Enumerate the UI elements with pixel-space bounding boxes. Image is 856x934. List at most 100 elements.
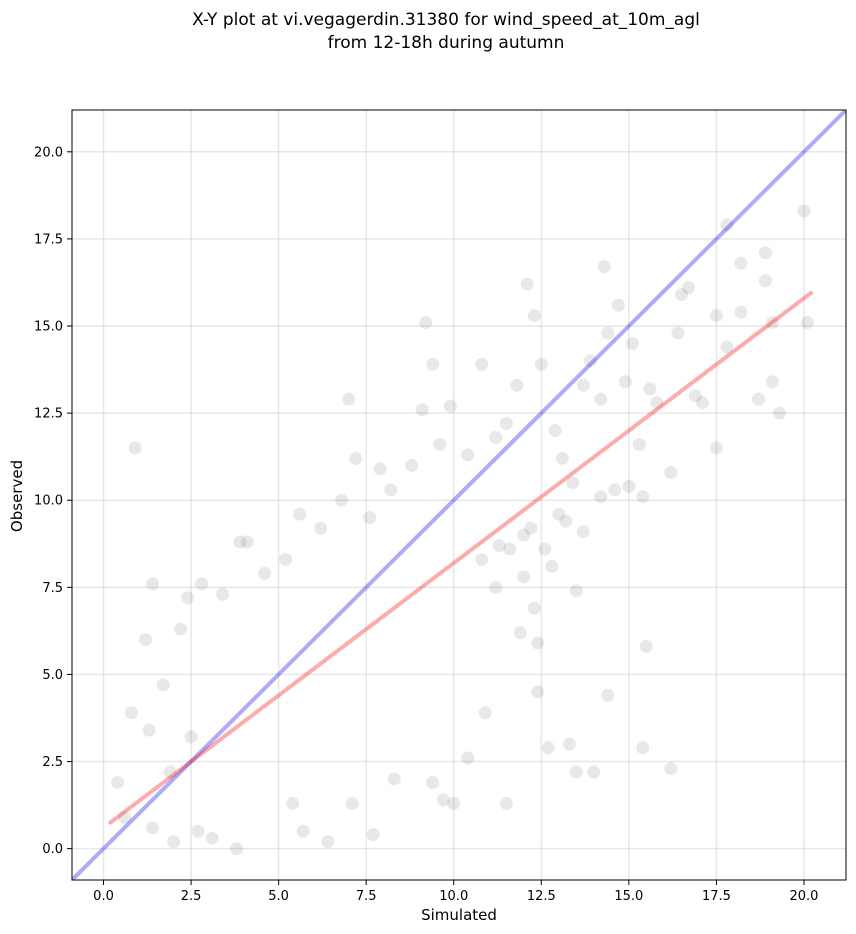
- data-point: [125, 706, 139, 720]
- data-point: [601, 688, 615, 702]
- grid-lines: [72, 110, 846, 880]
- data-point: [524, 521, 538, 535]
- data-point: [163, 765, 177, 779]
- data-point: [426, 357, 440, 371]
- data-point: [314, 521, 328, 535]
- data-point: [363, 511, 377, 525]
- data-point: [597, 260, 611, 274]
- chart-title-line-1: X-Y plot at vi.vegagerdin.31380 for wind…: [192, 10, 700, 30]
- data-point: [758, 246, 772, 260]
- data-point: [601, 326, 615, 340]
- data-point: [671, 326, 685, 340]
- reference-lines: [72, 110, 846, 880]
- data-point: [128, 441, 142, 455]
- regression-line: [108, 290, 813, 825]
- data-point: [650, 396, 664, 410]
- data-point: [195, 577, 209, 591]
- data-point: [499, 796, 513, 810]
- data-point: [765, 375, 779, 389]
- data-point: [674, 288, 688, 302]
- data-point: [489, 580, 503, 594]
- data-point: [569, 584, 583, 598]
- data-point: [216, 587, 230, 601]
- data-point: [205, 831, 219, 845]
- data-point: [625, 336, 639, 350]
- chart-title-line-2: from 12-18h during autumn: [328, 33, 565, 53]
- data-point: [419, 316, 433, 330]
- data-point: [296, 824, 310, 838]
- data-point: [426, 775, 440, 789]
- data-point: [531, 685, 545, 699]
- data-point: [643, 382, 657, 396]
- y-tick-label: 5.0: [42, 668, 63, 683]
- data-point: [709, 309, 723, 323]
- data-point: [335, 493, 349, 507]
- data-point: [191, 824, 205, 838]
- x-tick-label: 17.5: [702, 889, 731, 904]
- data-point: [373, 462, 387, 476]
- data-point: [632, 437, 646, 451]
- x-tick-label: 5.0: [268, 889, 289, 904]
- data-point: [527, 309, 541, 323]
- data-point: [349, 451, 363, 465]
- data-point: [415, 403, 429, 417]
- data-point: [513, 626, 527, 640]
- data-point: [286, 796, 300, 810]
- y-tick-label: 20.0: [34, 145, 63, 160]
- data-point: [184, 730, 198, 744]
- data-point: [552, 507, 566, 521]
- x-tick-label: 10.0: [439, 889, 468, 904]
- data-point: [461, 751, 475, 765]
- data-point: [576, 378, 590, 392]
- data-point: [765, 316, 779, 330]
- x-axis-ticks: 0.0 2.5 5.0 7.5 10.0 12.5 15.0 17.5 20.0: [93, 880, 818, 904]
- data-point: [797, 204, 811, 218]
- data-point: [345, 796, 359, 810]
- y-tick-label: 2.5: [42, 755, 63, 770]
- data-point: [111, 775, 125, 789]
- data-point: [366, 828, 380, 842]
- data-point: [587, 765, 601, 779]
- data-point: [240, 535, 254, 549]
- data-point: [734, 256, 748, 270]
- data-point: [720, 218, 734, 232]
- data-point: [475, 552, 489, 566]
- data-point: [538, 542, 552, 556]
- data-point: [611, 298, 625, 312]
- data-point: [230, 842, 244, 856]
- y-axis-label: Observed: [8, 460, 26, 532]
- data-point: [594, 490, 608, 504]
- data-point: [636, 741, 650, 755]
- data-point: [146, 821, 160, 835]
- data-point: [709, 441, 723, 455]
- data-point: [664, 465, 678, 479]
- data-point: [443, 399, 457, 413]
- data-point: [293, 507, 307, 521]
- data-point: [489, 431, 503, 445]
- data-point: [681, 281, 695, 295]
- data-point: [174, 622, 188, 636]
- data-point: [534, 357, 548, 371]
- plot-frame: [71, 109, 847, 881]
- data-point: [559, 514, 573, 528]
- data-point: [139, 633, 153, 647]
- data-point: [520, 277, 534, 291]
- data-point: [321, 835, 335, 849]
- data-point: [772, 406, 786, 420]
- data-point: [583, 354, 597, 368]
- data-point: [118, 810, 132, 824]
- data-point: [433, 437, 447, 451]
- data-point: [541, 741, 555, 755]
- data-point: [548, 424, 562, 438]
- data-point: [734, 305, 748, 319]
- data-point: [555, 451, 569, 465]
- data-point: [387, 772, 401, 786]
- data-point: [751, 392, 765, 406]
- data-point: [800, 316, 814, 330]
- data-point: [279, 552, 293, 566]
- data-point: [566, 476, 580, 490]
- x-tick-label: 0.0: [93, 889, 114, 904]
- data-point: [503, 542, 517, 556]
